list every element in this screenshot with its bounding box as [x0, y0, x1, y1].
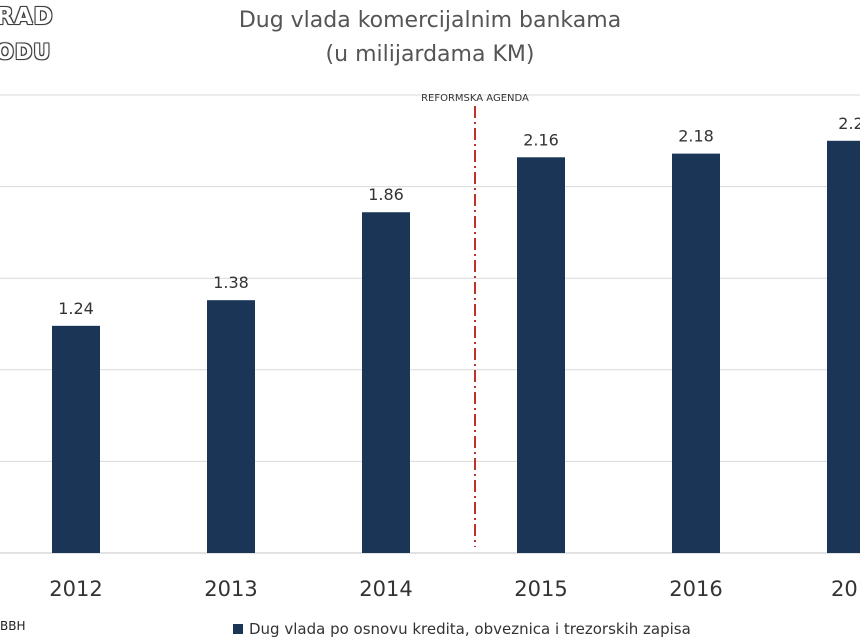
- bar: [207, 300, 255, 553]
- legend-label: Dug vlada po osnovu kredita, obveznica i…: [249, 620, 691, 638]
- bar: [362, 212, 410, 554]
- data-label: 1.24: [58, 299, 94, 318]
- chart-subtitle: (u milijardama KM): [325, 42, 535, 67]
- bar: [827, 140, 860, 554]
- data-label: 1.86: [368, 185, 404, 204]
- data-label: 2.18: [678, 127, 714, 146]
- x-tick-label: 2012: [49, 577, 102, 601]
- logo: RAD ODU: [0, 2, 53, 68]
- x-tick-label: 2014: [359, 577, 412, 601]
- value-labels: 1.24 1.38 1.86 2.16 2.18 2.2: [58, 114, 860, 318]
- chart-title: Dug vlada komercijalnim bankama: [238, 8, 622, 33]
- legend-swatch: [233, 624, 243, 634]
- gridlines: [0, 94, 860, 554]
- bars: [52, 140, 860, 554]
- legend: Dug vlada po osnovu kredita, obveznica i…: [233, 620, 691, 638]
- x-tick-label: 2016: [669, 577, 722, 601]
- logo-text-top: RAD: [0, 4, 54, 30]
- reform-agenda-marker: REFORMSKA AGENDA: [421, 93, 529, 547]
- x-tick-label: 2015: [514, 577, 567, 601]
- data-label: 2.16: [523, 130, 559, 149]
- bar: [672, 153, 720, 553]
- x-tick-label: 2013: [204, 577, 257, 601]
- bar: [52, 325, 100, 553]
- reform-agenda-label: REFORMSKA AGENDA: [421, 93, 529, 104]
- x-tick-label: 201: [831, 577, 860, 601]
- bar: [517, 157, 565, 553]
- source-note: BBH: [0, 619, 26, 633]
- logo-text-bottom: ODU: [0, 40, 52, 64]
- data-label: 2.2: [838, 114, 860, 133]
- x-axis-tick-labels: 2012 2013 2014 2015 2016 201: [49, 577, 860, 601]
- data-label: 1.38: [213, 273, 249, 292]
